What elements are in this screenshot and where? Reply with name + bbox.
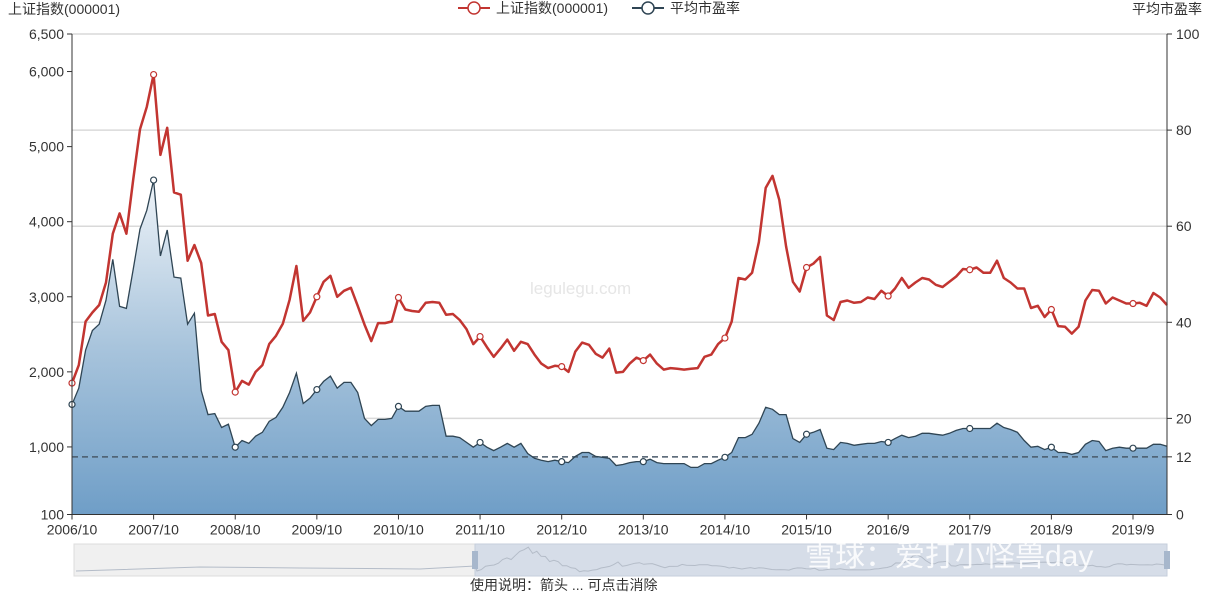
x-tick-label: 2014/10 [700, 522, 751, 538]
data-zoom-navigator[interactable]: 雪球：爱打小怪兽day [73, 540, 1170, 577]
index-point-marker[interactable] [394, 293, 403, 302]
navigator-right-handle[interactable] [1164, 551, 1170, 569]
navigator-left-handle[interactable] [472, 551, 478, 569]
pe-point-marker[interactable] [394, 402, 403, 410]
index-point-marker[interactable] [639, 356, 647, 365]
navigator-mini-line [75, 546, 1166, 573]
index-point-marker[interactable] [231, 388, 239, 396]
legend-item-pe[interactable]: 平均市盈率 [632, 0, 740, 16]
index-point-marker[interactable] [884, 292, 892, 300]
legend-label: 上证指数(000001) [496, 0, 608, 16]
left-tick-label: 6,000 [29, 64, 64, 80]
pe-point-marker[interactable] [802, 430, 811, 438]
left-tick-label: 5,000 [29, 139, 64, 155]
index-point-marker[interactable] [150, 70, 158, 79]
pe-point-marker[interactable] [150, 176, 158, 184]
x-tick-label: 2018/9 [1030, 522, 1073, 538]
pe-point-marker[interactable] [639, 458, 647, 466]
pe-point-marker[interactable] [1129, 444, 1137, 452]
left-tick-label: 4,000 [29, 214, 64, 230]
legend-circle-icon [641, 1, 655, 15]
xueqiu-watermark: 雪球：爱打小怪兽day [805, 540, 1093, 573]
x-tick-label: 2019/9 [1112, 522, 1155, 538]
right-tick-label: 60 [1176, 218, 1192, 234]
left-tick-label: 3,000 [29, 289, 64, 305]
right-tick-label: 12 [1176, 449, 1192, 465]
right-tick-label: 40 [1176, 314, 1192, 330]
legend: 上证指数(000001) 平均市盈率 [458, 0, 740, 16]
x-tick-label: 2016/9 [867, 522, 910, 538]
right-tick-label: 80 [1176, 122, 1192, 138]
footer-note: 使用说明：箭头 ... 可点击消除 [470, 577, 657, 593]
left-axis-ticks: 100 1,000 2,000 3,000 4,000 5,000 6,000 6,500 [29, 26, 72, 523]
left-tick-label: 6,500 [29, 26, 64, 42]
x-tick-label: 2017/9 [948, 522, 991, 538]
x-tick-label: 2015/10 [781, 522, 832, 538]
watermark: legulegu.com [530, 279, 631, 298]
right-tick-label: 20 [1176, 410, 1192, 426]
x-tick-label: 2013/10 [618, 522, 669, 538]
right-tick-label: 0 [1176, 507, 1184, 523]
pe-point-marker[interactable] [558, 458, 566, 466]
left-axis-title: 上证指数(000001) [8, 1, 120, 17]
index-point-marker[interactable] [313, 293, 321, 301]
legend-circle-icon [467, 1, 481, 15]
pe-point-marker[interactable] [231, 443, 239, 451]
pe-point-marker[interactable] [884, 438, 892, 447]
index-point-marker[interactable] [558, 362, 566, 371]
x-tick-label: 2007/10 [128, 522, 179, 538]
right-axis-ticks: 0 12 20 40 60 80 100 [1167, 26, 1200, 523]
legend-item-index[interactable]: 上证指数(000001) [458, 0, 608, 16]
x-axis-ticks: 2006/10 2007/10 2008/10 2009/10 2010/10 2011/… [47, 514, 1155, 538]
navigator-unselected [73, 543, 476, 577]
index-series-line [70, 73, 1168, 394]
right-axis-title: 平均市盈率 [1132, 1, 1202, 17]
pe-point-marker[interactable] [1047, 443, 1055, 451]
x-tick-label: 2006/10 [47, 522, 98, 538]
legend-label: 平均市盈率 [670, 0, 740, 16]
index-point-marker[interactable] [966, 266, 974, 274]
pe-point-marker[interactable] [476, 438, 484, 447]
index-point-marker[interactable] [1047, 305, 1055, 314]
left-tick-label: 100 [41, 507, 65, 523]
axes [71, 34, 1168, 515]
pe-point-marker[interactable] [966, 424, 974, 433]
grid-lines [72, 33, 1167, 420]
pe-point-marker[interactable] [313, 385, 321, 394]
pe-series-line [71, 179, 1168, 469]
x-tick-label: 2011/10 [455, 522, 505, 538]
x-tick-label: 2010/10 [373, 522, 424, 538]
index-point-marker[interactable] [721, 334, 729, 342]
left-tick-label: 1,000 [29, 439, 64, 455]
index-point-marker[interactable] [476, 332, 484, 341]
index-point-marker[interactable] [802, 263, 811, 272]
pe-point-marker[interactable] [721, 453, 729, 461]
pe-area [72, 180, 1167, 515]
x-tick-label: 2009/10 [292, 522, 343, 538]
right-tick-label: 100 [1176, 26, 1200, 42]
x-tick-label: 2012/10 [536, 522, 587, 538]
index-point-marker[interactable] [1129, 299, 1137, 308]
x-tick-label: 2008/10 [210, 522, 261, 538]
left-tick-label: 2,000 [29, 364, 64, 380]
